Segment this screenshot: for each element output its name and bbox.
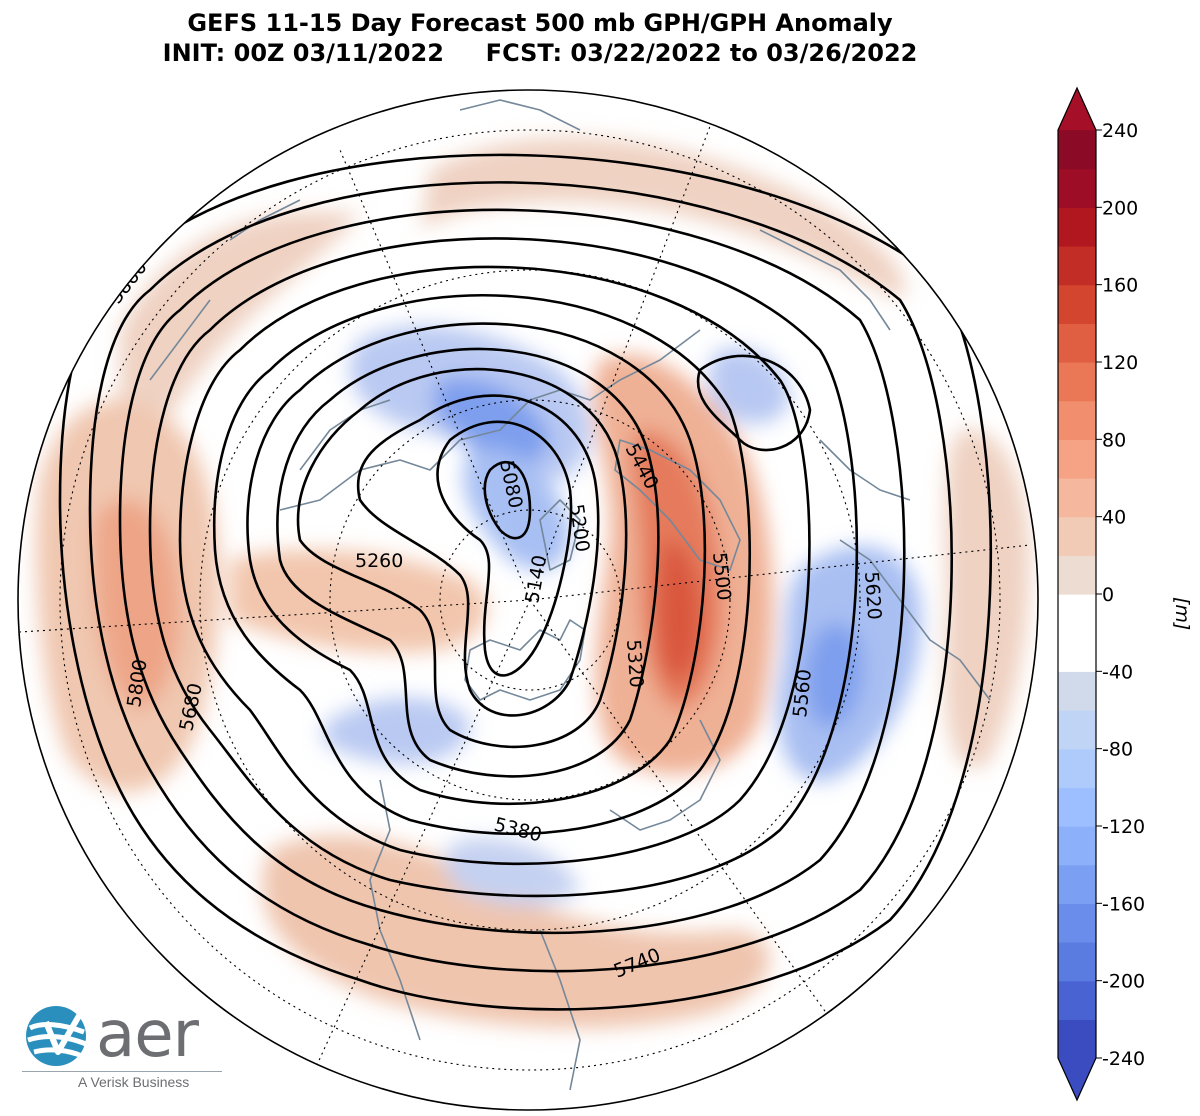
colorbar-tick-label: 200 — [1102, 197, 1138, 219]
colorbar-swatch — [1058, 748, 1096, 788]
logo-tagline: A Verisk Business — [78, 1074, 190, 1090]
logo-divider — [22, 1071, 222, 1072]
colorbar-swatch — [1058, 594, 1096, 634]
title-line-2: INIT: 00Z 03/11/2022 FCST: 03/22/2022 to… — [162, 39, 918, 67]
colorbar-tick-label: -240 — [1102, 1048, 1145, 1070]
contour-label: 5560 — [789, 668, 816, 718]
colorbar-tick-label: 240 — [1102, 120, 1138, 142]
contour-label: 5500 — [708, 551, 735, 601]
colorbar-tick-label: -120 — [1102, 816, 1145, 838]
map-title: GEFS 11-15 Day Forecast 500 mb GPH/GPH A… — [0, 8, 1080, 68]
anomaly-neg-south — [445, 838, 580, 905]
colorbar-swatch — [1058, 980, 1096, 1020]
colorbar-swatch — [1058, 787, 1096, 827]
colorbar-tick-label: 40 — [1102, 507, 1126, 529]
contour-label: 5620 — [860, 571, 885, 621]
anomaly-pos-nw — [120, 211, 360, 500]
contour-label: 5260 — [355, 550, 403, 572]
colorbar-tick-label: -200 — [1102, 971, 1145, 993]
colorbar-swatch — [1058, 555, 1096, 595]
colorbar-swatch — [1058, 826, 1096, 866]
colorbar-tick-label: 120 — [1102, 352, 1138, 374]
colorbar-swatch — [1058, 400, 1096, 440]
anomaly-neg-east-core — [804, 623, 863, 728]
anomaly-pos-far-east — [944, 428, 1030, 769]
colorbar-tick-label: -160 — [1102, 893, 1145, 915]
colorbar-swatch — [1058, 284, 1096, 324]
coastlines — [149, 99, 991, 1091]
logo-wordmark: aer — [96, 998, 199, 1072]
colorbar-swatch — [1058, 168, 1096, 208]
colorbar-extend-max — [1058, 88, 1096, 130]
anomaly-pos-west-core — [94, 499, 181, 710]
colorbar-swatch — [1058, 671, 1096, 711]
colorbar-swatch — [1058, 207, 1096, 247]
colorbar-swatches — [1058, 88, 1096, 1100]
colorbar-swatch — [1058, 710, 1096, 750]
aer-globe-icon — [26, 1006, 87, 1066]
title-line-1: GEFS 11-15 Day Forecast 500 mb GPH/GPH A… — [187, 9, 893, 37]
colorbar-swatch — [1058, 516, 1096, 556]
colorbar-tick-label: -40 — [1102, 661, 1133, 683]
colorbar-swatch — [1058, 942, 1096, 982]
colorbar-swatch — [1058, 632, 1096, 672]
anomaly-pos-central — [230, 549, 487, 653]
contour-label: 5320 — [622, 639, 647, 689]
colorbar-tick-label: 160 — [1102, 275, 1138, 297]
aer-logo: aer A Verisk Business — [22, 1000, 232, 1095]
colorbar-unit-label: [m] — [1171, 597, 1193, 630]
colorbar-swatch — [1058, 130, 1096, 170]
colorbar-swatch — [1058, 246, 1096, 286]
colorbar-swatch — [1058, 864, 1096, 904]
colorbar-swatch — [1058, 323, 1096, 363]
anomaly-pos-east-max — [657, 540, 701, 680]
map-boundary — [17, 89, 1039, 1111]
anomaly-neg-sw — [322, 697, 470, 764]
colorbar-tick-label: 0 — [1102, 584, 1114, 606]
anomaly-pos-north-band — [420, 137, 905, 300]
colorbar-swatch — [1058, 362, 1096, 402]
colorbar-swatch — [1058, 1019, 1096, 1059]
colorbar-extend-min — [1058, 1058, 1096, 1100]
colorbar-swatch — [1058, 439, 1096, 479]
colorbar-swatch — [1058, 903, 1096, 943]
colorbar-swatch — [1058, 478, 1096, 518]
height-contours — [58, 153, 993, 1011]
colorbar-tick-label: -80 — [1102, 739, 1133, 761]
polar-map: 5860 5860 5860 5860 5800 5680 5260 5080 … — [17, 89, 1039, 1111]
colorbar-ticks: 240 200 160 120 80 40 0 -40 -80 -120 -160 -200 -240 — [1096, 120, 1145, 1070]
colorbar-tick-label: 80 — [1102, 429, 1126, 451]
